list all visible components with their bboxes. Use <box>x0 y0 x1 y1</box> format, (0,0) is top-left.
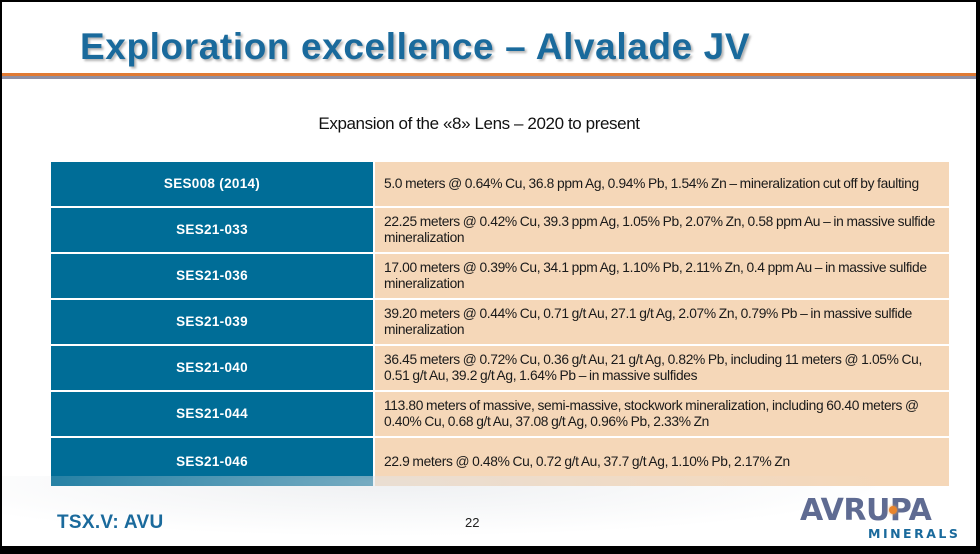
title-rule-orange <box>2 73 976 76</box>
slide-subtitle: Expansion of the «8» Lens – 2020 to pres… <box>318 114 640 133</box>
slide: Exploration excellence – Alvalade JV Exp… <box>2 2 976 546</box>
hole-result-cell: 113.80 meters of massive, semi-massive, … <box>373 390 951 438</box>
stock-ticker: TSX.V: AVU <box>57 512 164 533</box>
hole-id-cell: SES21-036 <box>49 252 375 300</box>
page-number: 22 <box>465 515 480 530</box>
table-row: SES21-033 22.25 meters @ 0.42% Cu, 39.3 … <box>49 206 951 254</box>
title-bar: Exploration excellence – Alvalade JV <box>2 2 976 73</box>
hole-id-cell: SES21-040 <box>49 344 375 392</box>
hole-result-cell: 5.0 meters @ 0.64% Cu, 36.8 ppm Ag, 0.94… <box>373 160 951 208</box>
hole-result-cell: 22.9 meters @ 0.48% Cu, 0.72 g/t Au, 37.… <box>373 436 951 488</box>
logo-dot-icon <box>889 506 897 514</box>
logo-subtitle: MINERALS <box>868 526 961 541</box>
company-logo: AVRUPA MINERALS <box>800 496 960 544</box>
hole-result-cell: 39.20 meters @ 0.44% Cu, 0.71 g/t Au, 27… <box>373 298 951 346</box>
hole-result-cell: 17.00 meters @ 0.39% Cu, 34.1 ppm Ag, 1.… <box>373 252 951 300</box>
hole-id-cell: SES008 (2014) <box>49 160 375 208</box>
slide-title: Exploration excellence – Alvalade JV <box>80 26 751 67</box>
hole-id-cell: SES21-039 <box>49 298 375 346</box>
hole-id-cell: SES21-033 <box>49 206 375 254</box>
table-row: SES21-039 39.20 meters @ 0.44% Cu, 0.71 … <box>49 298 951 346</box>
table-row: SES21-040 36.45 meters @ 0.72% Cu, 0.36 … <box>49 344 951 392</box>
title-rule-grey <box>2 76 976 79</box>
logo-wordmark: AVRUPA <box>800 493 932 528</box>
hole-result-cell: 22.25 meters @ 0.42% Cu, 39.3 ppm Ag, 1.… <box>373 206 951 254</box>
drill-results-table: SES008 (2014) 5.0 meters @ 0.64% Cu, 36.… <box>49 160 951 488</box>
hole-id-cell: SES21-044 <box>49 390 375 438</box>
table-row: SES21-046 22.9 meters @ 0.48% Cu, 0.72 g… <box>49 436 951 488</box>
slide-footer: TSX.V: AVU 22 AVRUPA MINERALS <box>2 488 976 546</box>
table-row: SES21-036 17.00 meters @ 0.39% Cu, 34.1 … <box>49 252 951 300</box>
table-row: SES21-044 113.80 meters of massive, semi… <box>49 390 951 438</box>
hole-result-cell: 36.45 meters @ 0.72% Cu, 0.36 g/t Au, 21… <box>373 344 951 392</box>
hole-id-cell: SES21-046 <box>49 436 375 488</box>
table-row: SES008 (2014) 5.0 meters @ 0.64% Cu, 36.… <box>49 160 951 208</box>
